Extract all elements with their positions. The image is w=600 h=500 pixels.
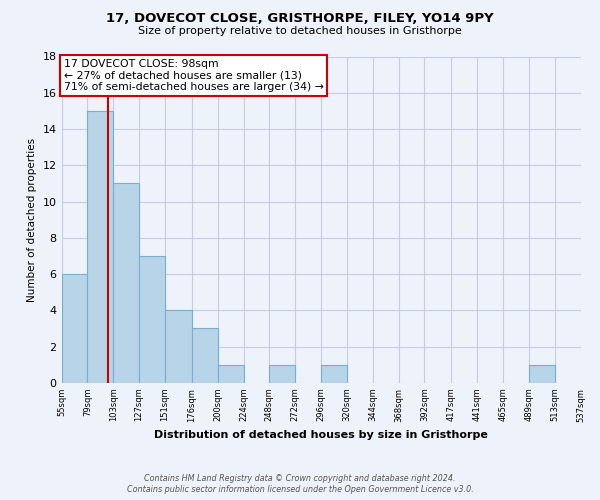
- Bar: [269, 364, 295, 383]
- Bar: [88, 111, 113, 383]
- Bar: [529, 364, 554, 383]
- Bar: [192, 328, 218, 383]
- Bar: [165, 310, 192, 383]
- Text: Size of property relative to detached houses in Gristhorpe: Size of property relative to detached ho…: [138, 26, 462, 36]
- Bar: [113, 184, 139, 383]
- Text: Contains HM Land Registry data © Crown copyright and database right 2024.
Contai: Contains HM Land Registry data © Crown c…: [127, 474, 473, 494]
- X-axis label: Distribution of detached houses by size in Gristhorpe: Distribution of detached houses by size …: [154, 430, 488, 440]
- Y-axis label: Number of detached properties: Number of detached properties: [27, 138, 37, 302]
- Bar: [218, 364, 244, 383]
- Bar: [321, 364, 347, 383]
- Text: 17 DOVECOT CLOSE: 98sqm
← 27% of detached houses are smaller (13)
71% of semi-de: 17 DOVECOT CLOSE: 98sqm ← 27% of detache…: [64, 59, 323, 92]
- Text: 17, DOVECOT CLOSE, GRISTHORPE, FILEY, YO14 9PY: 17, DOVECOT CLOSE, GRISTHORPE, FILEY, YO…: [106, 12, 494, 26]
- Bar: [62, 274, 88, 383]
- Bar: [139, 256, 165, 383]
